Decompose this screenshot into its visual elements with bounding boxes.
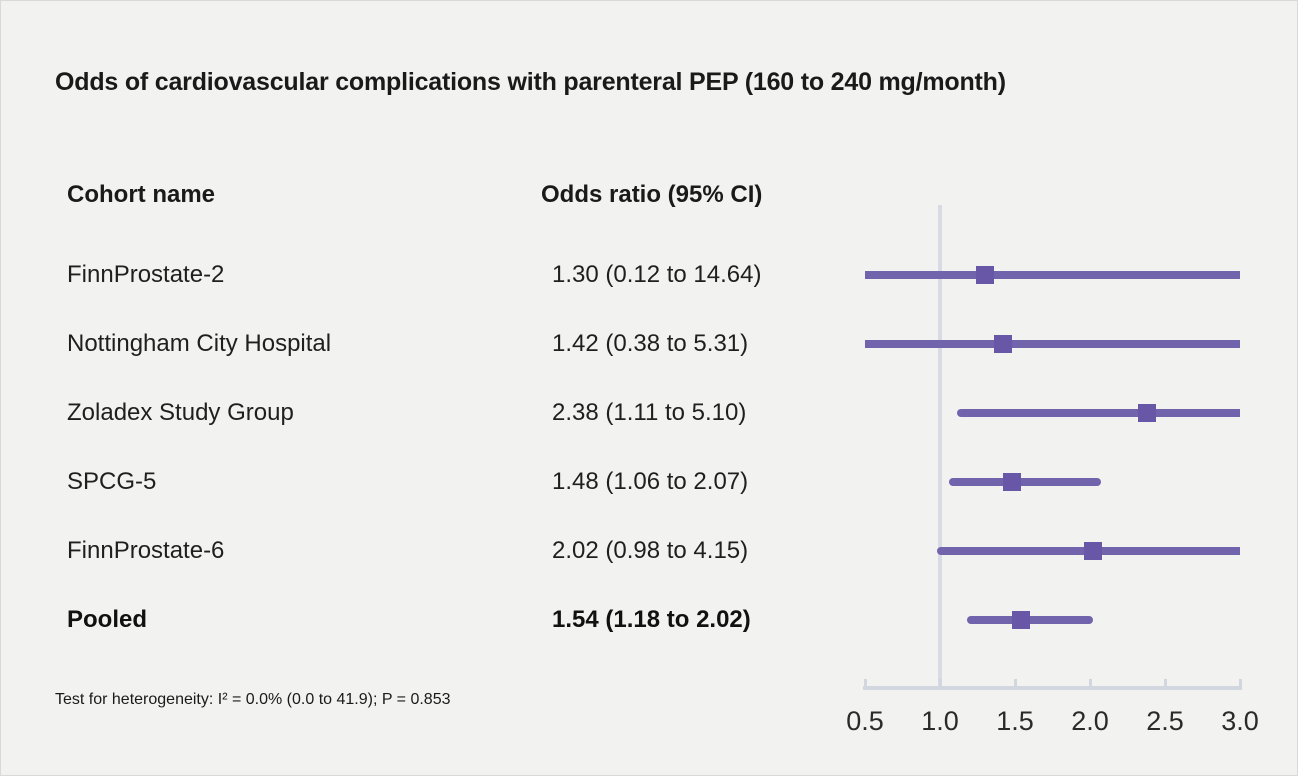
x-axis-tick bbox=[938, 679, 942, 686]
point-estimate-marker bbox=[1084, 542, 1102, 560]
cohort-label: FinnProstate-2 bbox=[67, 261, 225, 288]
point-estimate-marker bbox=[994, 335, 1012, 353]
cohort-label: FinnProstate-6 bbox=[67, 537, 225, 564]
x-axis-tick-label: 3.0 bbox=[1221, 706, 1259, 736]
x-axis-line bbox=[863, 686, 1242, 690]
x-axis-tick-label: 0.5 bbox=[846, 706, 884, 736]
chart-title: Odds of cardiovascular complications wit… bbox=[55, 68, 1006, 96]
odds-ratio-value: 1.48 (1.06 to 2.07) bbox=[552, 468, 749, 495]
cohort-label: SPCG-5 bbox=[67, 468, 157, 495]
odds-ratio-value: 1.42 (0.38 to 5.31) bbox=[552, 330, 749, 357]
column-header-odds-ratio: Odds ratio (95% CI) bbox=[541, 181, 763, 208]
cohort-label: Nottingham City Hospital bbox=[67, 330, 332, 357]
x-axis-tick bbox=[1088, 679, 1092, 686]
point-estimate-marker bbox=[1003, 473, 1021, 491]
x-axis-tick bbox=[1163, 679, 1167, 686]
confidence-interval-line bbox=[865, 271, 1240, 279]
odds-ratio-value: 1.30 (0.12 to 14.64) bbox=[552, 261, 762, 288]
x-axis-tick-label: 2.5 bbox=[1146, 706, 1184, 736]
x-axis-tick bbox=[1013, 679, 1017, 686]
point-estimate-marker bbox=[1138, 404, 1156, 422]
x-axis-tick-label: 1.0 bbox=[921, 706, 959, 736]
x-axis-tick-label: 1.5 bbox=[996, 706, 1034, 736]
column-header-cohort: Cohort name bbox=[67, 181, 216, 208]
odds-ratio-value: 2.02 (0.98 to 4.15) bbox=[552, 537, 749, 564]
odds-ratio-value: 1.54 (1.18 to 2.02) bbox=[552, 606, 751, 633]
reference-line bbox=[938, 205, 942, 690]
x-axis-tick bbox=[863, 679, 867, 686]
x-axis-tick-label: 2.0 bbox=[1071, 706, 1109, 736]
odds-ratio-value: 2.38 (1.11 to 5.10) bbox=[552, 399, 747, 426]
point-estimate-marker bbox=[1012, 611, 1030, 629]
confidence-interval-line bbox=[967, 616, 1093, 624]
cohort-label: Zoladex Study Group bbox=[67, 399, 294, 426]
confidence-interval-line bbox=[949, 478, 1101, 486]
heterogeneity-footnote: Test for heterogeneity: I² = 0.0% (0.0 t… bbox=[55, 691, 451, 708]
confidence-interval-line bbox=[956, 409, 1240, 417]
point-estimate-marker bbox=[976, 266, 994, 284]
cohort-label: Pooled bbox=[67, 606, 148, 633]
x-axis-tick bbox=[1238, 679, 1242, 686]
confidence-interval-line bbox=[865, 340, 1240, 348]
